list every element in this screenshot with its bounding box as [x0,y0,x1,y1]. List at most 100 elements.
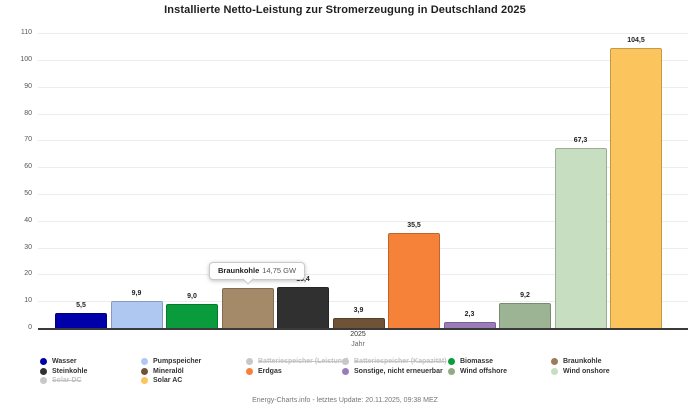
legend-dot-icon [40,358,47,366]
legend-label: Wind onshore [563,367,610,375]
bar-value-mineral-l: 3,9 [353,306,364,314]
legend-label: Pumpspeicher [153,358,202,366]
gridline-y-100 [38,59,688,61]
y-axis-tick-110: 110 [20,29,32,36]
bar-value-wasser: 5,5 [76,302,86,310]
legend-item-biomasse[interactable]: Biomasse [448,357,507,367]
legend-item-steinkohle[interactable]: Steinkohle [40,367,87,377]
legend-label: Biomasse [460,358,494,366]
legend-dot-icon [342,358,349,366]
tooltip-braunkohle: Braunkohle 14,75 GW [209,262,306,285]
legend-item-sonstige-nicht-erneuerbar[interactable]: Sonstige, nicht erneuerbar [342,367,447,377]
y-axis-tick-80: 80 [24,109,32,117]
bar-value-biomasse: 9,0 [187,292,197,300]
gridline-y-30 [38,247,688,249]
bar-wasser[interactable] [55,313,107,329]
legend-label: Batteriespeicher (Leistung) [258,358,349,366]
legend-dot-icon [342,367,349,375]
gridline-y-80 [38,113,688,115]
bar-erdgas[interactable] [388,232,440,328]
legend-label: Steinkohle [52,367,88,375]
legend-dot-icon [246,358,253,366]
bar-wind-offshore[interactable] [499,303,551,328]
legend-dot-icon [448,367,455,375]
bar-value-wind-offshore: 9,2 [520,292,530,300]
legend-label: Erdgas [258,367,282,375]
footer-note: Energy-Charts.info - letztes Update: 20.… [252,397,438,404]
tooltip-value: 14,75 GW [262,266,297,275]
bar-sonstige-nicht-erneuerbar[interactable] [443,321,496,328]
tooltip-caret [242,273,254,285]
legend-item-batteriespeicher-leistung[interactable]: Batteriespeicher (Leistung) [246,357,349,367]
legend-column-2: Pumpspeicher Mineralöl Solar AC [141,357,201,386]
gridline-y-60 [38,167,688,169]
bar-value-solar-ac: 104,5 [627,36,645,44]
y-axis-tick-50: 50 [24,189,32,197]
y-axis-tick-70: 70 [24,136,32,144]
legend-label: Mineralöl [153,367,184,375]
y-axis-tick-10: 10 [24,297,32,305]
legend-dot-icon [141,377,148,385]
legend-item-solar-ac[interactable]: Solar AC [141,376,201,386]
legend-item-braunkohle[interactable]: Braunkohle [551,357,610,367]
x-axis-title: Jahr [351,341,365,348]
tooltip-series-name: Braunkohle [218,266,260,275]
legend-label: Solar DC [52,377,82,385]
legend-label: Solar AC [153,377,183,385]
legend-column-1: Wasser Steinkohle Solar DC [40,357,87,386]
legend-label: Braunkohle [563,358,602,366]
bar-wind-onshore[interactable] [554,147,607,328]
legend-item-erdgas[interactable]: Erdgas [246,367,349,377]
legend-dot-icon [141,367,148,375]
bar-value-sonstige-nicht-erneuerbar: 2,3 [464,310,475,318]
legend-label: Batteriespeicher (Kapazität) [354,358,447,366]
y-axis-tick-30: 30 [24,243,32,251]
legend-item-solar-dc[interactable]: Solar DC [40,376,87,386]
legend-item-wasser[interactable]: Wasser [40,357,87,367]
legend: Wasser Steinkohle Solar DC Pumpspeicher Mine… [0,357,690,391]
gridline-y-10 [38,301,688,303]
gridline-y-90 [38,86,688,88]
y-axis-tick-90: 90 [24,82,32,90]
legend-dot-icon [40,367,47,375]
legend-label: Wind offshore [460,367,507,375]
gridline-y-50 [38,193,688,195]
legend-dot-icon [448,358,455,366]
legend-item-batteriespeicher-kapazit-t[interactable]: Batteriespeicher (Kapazität) [342,357,447,367]
bar-steinkohle[interactable] [277,286,329,328]
gridline-y-20 [38,274,688,276]
legend-dot-icon [246,367,253,375]
bar-mineral-l[interactable] [332,317,385,328]
bar-braunkohle[interactable] [221,288,274,328]
legend-item-wind-onshore[interactable]: Wind onshore [551,367,610,377]
bar-biomasse[interactable] [166,303,218,328]
x-axis-tick-2025: 2025 [350,331,366,338]
y-axis-tick-100: 100 [20,55,32,63]
bar-value-wind-onshore: 67,3 [573,136,588,144]
legend-item-mineral-l[interactable]: Mineralöl [141,367,201,377]
legend-column-3: Batteriespeicher (Leistung) Erdgas [246,357,349,376]
legend-dot-icon [551,367,558,375]
bar-solar-ac[interactable] [610,47,662,329]
legend-item-wind-offshore[interactable]: Wind offshore [448,367,507,377]
gridline-y-40 [38,220,688,222]
legend-column-6: Braunkohle Wind onshore [551,357,610,376]
legend-dot-icon [551,358,558,366]
bar-value-erdgas: 35,5 [407,221,421,229]
legend-item-pumpspeicher[interactable]: Pumpspeicher [141,357,201,367]
bar-pumpspeicher[interactable] [110,301,163,328]
legend-label: Wasser [52,358,77,366]
x-axis-line [38,328,688,330]
bar-value-pumpspeicher: 9,9 [131,290,142,298]
gridline-y-110 [38,33,688,34]
legend-column-5: Biomasse Wind offshore [448,357,507,376]
legend-column-4: Batteriespeicher (Kapazität) Sonstige, ni… [342,357,447,376]
gridline-y-70 [38,140,688,142]
y-axis-tick-20: 20 [24,270,32,278]
legend-dot-icon [40,377,47,385]
legend-dot-icon [141,358,148,366]
y-axis-tick-40: 40 [24,216,32,224]
y-axis-tick-0: 0 [28,324,32,331]
y-axis-tick-60: 60 [24,163,32,171]
